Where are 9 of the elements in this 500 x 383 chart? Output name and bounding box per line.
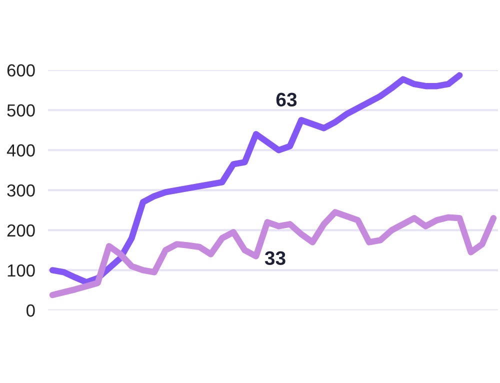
annotation: 33 [264, 251, 286, 266]
annotation: 63 [276, 92, 297, 107]
y-tick-label: 0 [26, 304, 35, 317]
y-tick-label: 500 [7, 104, 35, 117]
y-tick-label: 100 [8, 264, 35, 277]
y-tick-label: 200 [7, 224, 35, 237]
y-tick-label: 300 [7, 184, 35, 197]
y-tick-label: 400 [6, 144, 35, 157]
y-tick-label: 600 [7, 64, 35, 77]
